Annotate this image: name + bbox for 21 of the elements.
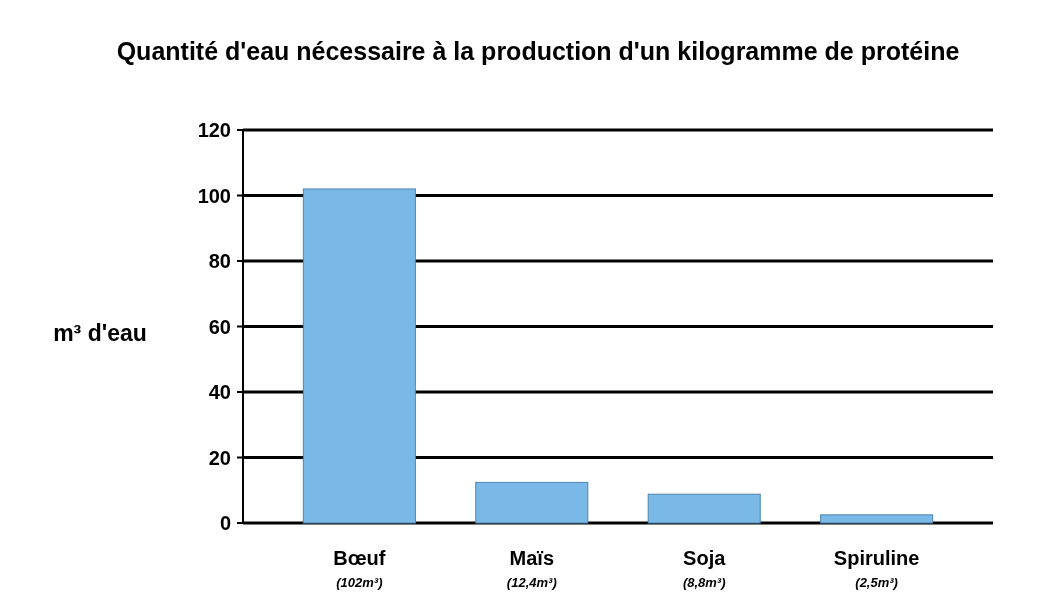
- y-tick-label: 120: [197, 119, 231, 141]
- x-tick-label: Spiruline: [833, 547, 920, 569]
- y-tick-label: 20: [208, 446, 231, 469]
- data-label: (102m³): [336, 575, 383, 590]
- bar: [647, 493, 761, 524]
- y-tick-label: 0: [219, 512, 231, 534]
- bar: [302, 188, 416, 524]
- bar: [820, 514, 934, 524]
- data-label: (12,4m³): [506, 575, 557, 590]
- y-tick-label: 40: [208, 381, 231, 403]
- y-tick-label: 100: [197, 184, 231, 207]
- x-tick-label: Soja: [683, 547, 727, 569]
- x-tick-label: Bœuf: [333, 547, 386, 569]
- data-label: (8,8m³): [682, 575, 726, 590]
- y-axis-title: m³ d'eau: [53, 320, 147, 346]
- x-tick-label: Maïs: [509, 547, 555, 569]
- bar: [475, 481, 589, 524]
- data-label: (2,5m³): [855, 575, 898, 590]
- y-tick-label: 60: [208, 315, 231, 338]
- chart-title: Quantité d'eau nécessaire à la production d'un kilogramme de protéine: [116, 37, 960, 65]
- y-tick-label: 80: [208, 250, 231, 272]
